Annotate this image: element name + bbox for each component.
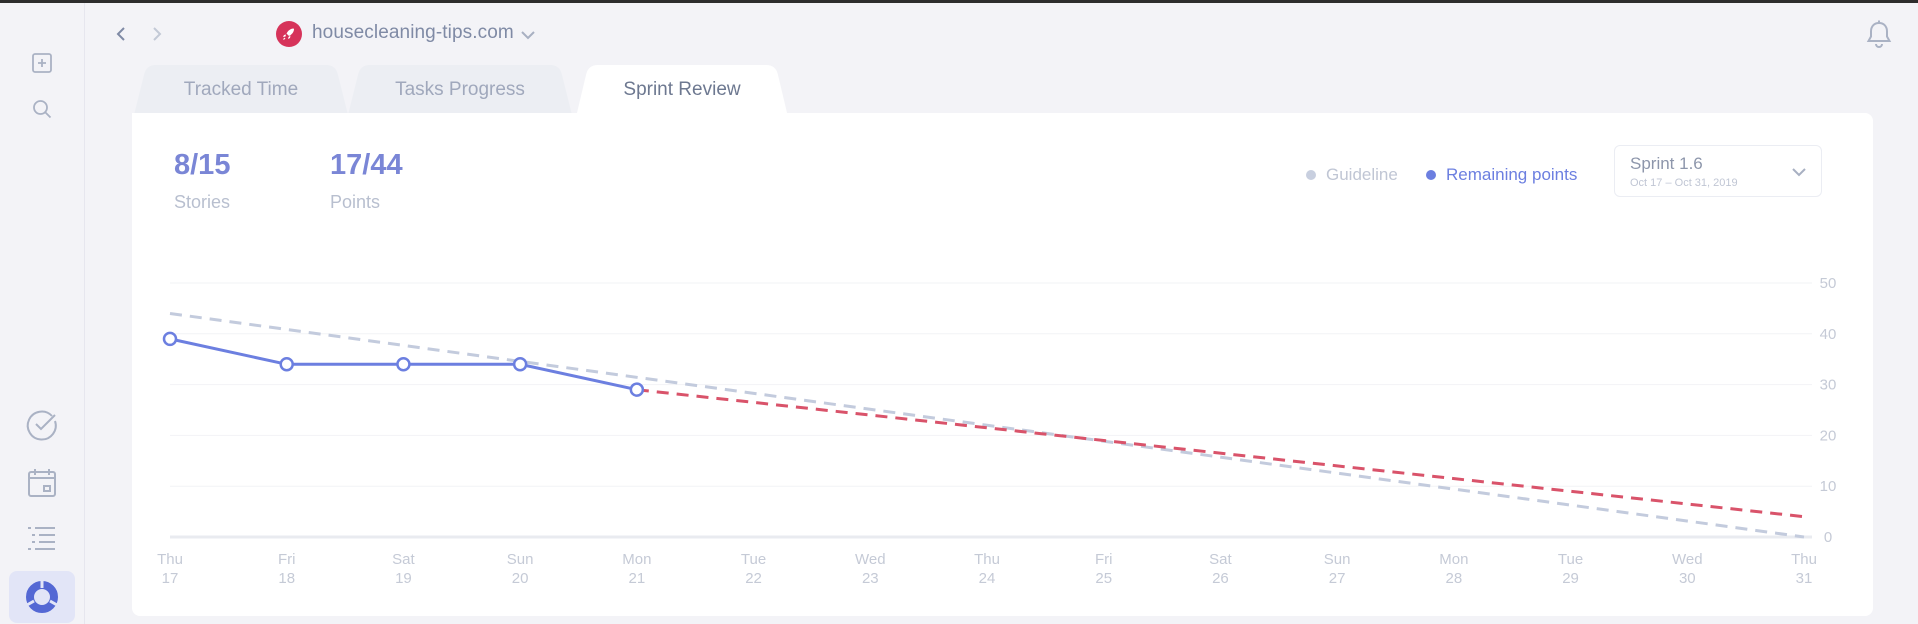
x-tick-date: 27: [1329, 570, 1346, 587]
legend-dot: [1426, 170, 1436, 180]
x-tick-date: 17: [162, 570, 179, 587]
stories-label: Stories: [174, 192, 231, 212]
x-tick-day: Fri: [1095, 551, 1113, 568]
guideline-series: [169, 311, 1805, 539]
y-tick-label: 20: [1820, 427, 1837, 444]
x-tick-day: Wed: [1672, 551, 1703, 568]
add-note-icon: [32, 53, 52, 73]
sprint-review-panel: 8/15 Stories 17/44 Points Guideline Rema…: [132, 113, 1873, 616]
stories-value: 8/15: [174, 149, 231, 181]
sprint-title: Sprint 1.6: [1630, 154, 1703, 173]
backlog-button[interactable]: [9, 513, 75, 565]
site-name[interactable]: housecleaning-tips.com: [312, 22, 514, 43]
tab-tasks-progress[interactable]: Tasks Progress: [348, 65, 572, 115]
x-tick-date: 23: [862, 570, 879, 587]
x-tick-day: Thu: [157, 551, 183, 568]
x-tick-date: 20: [512, 570, 529, 587]
sidebar: [0, 3, 85, 624]
calendar-icon: [28, 469, 56, 497]
rocket-icon: [283, 28, 294, 40]
forward-button[interactable]: [148, 23, 166, 45]
x-tick-day: Tue: [1558, 551, 1583, 568]
tab-label: Tasks Progress: [395, 79, 525, 100]
forecast-series: [636, 388, 1805, 519]
y-tick-label: 30: [1820, 377, 1837, 394]
chevron-down-icon: [1792, 168, 1806, 177]
legend-label: Guideline: [1326, 165, 1398, 184]
x-tick-day: Tue: [741, 551, 766, 568]
y-tick-label: 0: [1824, 529, 1832, 546]
legend-remaining-points: Remaining points: [1426, 165, 1577, 185]
data-point: [279, 357, 294, 372]
x-tick-day: Sun: [507, 551, 534, 568]
y-tick-label: 10: [1820, 478, 1837, 495]
x-tick-date: 24: [979, 570, 996, 587]
reports-button[interactable]: [9, 571, 75, 623]
legend-label: Remaining points: [1446, 165, 1578, 184]
bell-icon: [1866, 20, 1892, 48]
x-tick-day: Thu: [974, 551, 1000, 568]
sprint-chevron: [1791, 164, 1807, 182]
x-tick-date: 18: [278, 570, 295, 587]
legend-guideline: Guideline: [1306, 165, 1398, 185]
x-tick-date: 29: [1562, 570, 1579, 587]
x-tick-date: 19: [395, 570, 412, 587]
x-tick-day: Wed: [855, 551, 886, 568]
x-tick-day: Sat: [1209, 551, 1232, 568]
check-circle-icon: [26, 410, 57, 441]
x-tick-day: Mon: [622, 551, 651, 568]
x-tick-day: Mon: [1439, 551, 1468, 568]
sprint-date-range: Oct 17 – Oct 31, 2019: [1630, 177, 1738, 189]
y-tick-label: 40: [1820, 326, 1837, 343]
back-button[interactable]: [112, 23, 130, 45]
sprint-select[interactable]: Sprint 1.6 Oct 17 – Oct 31, 2019: [1614, 145, 1822, 197]
tasks-button[interactable]: [9, 399, 75, 451]
burndown-chart: 0 10 20 30 40 50 Thu 17 Fri 18 Sat 19 Sun 20 Mon 21 Tue 2…: [157, 275, 1837, 587]
x-tick-date: 21: [629, 570, 646, 587]
list-icon: [28, 527, 55, 550]
points-label: Points: [330, 192, 381, 212]
calendar-button[interactable]: [9, 457, 75, 509]
data-point: [629, 382, 645, 397]
add-note-button[interactable]: [9, 37, 75, 89]
site-logo: [276, 21, 302, 47]
chevron-right-icon: [153, 27, 162, 41]
x-tick-date: 31: [1796, 570, 1813, 587]
x-tick-date: 30: [1679, 570, 1696, 587]
x-tick-date: 22: [745, 570, 762, 587]
legend-dot: [1306, 170, 1316, 180]
chevron-down-icon: [521, 31, 535, 40]
x-tick-day: Sun: [1324, 551, 1351, 568]
points-value: 17/44: [330, 149, 403, 181]
data-point: [512, 357, 528, 372]
site-switcher-button[interactable]: [520, 27, 536, 45]
donut-chart-icon: [26, 581, 58, 613]
x-tick-date: 26: [1212, 570, 1229, 587]
tab-tracked-time[interactable]: Tracked Time: [134, 65, 348, 115]
x-tick-date: 25: [1095, 570, 1112, 587]
data-point: [162, 331, 178, 347]
tab-label: Sprint Review: [623, 79, 741, 100]
search-button[interactable]: [9, 83, 75, 135]
chevron-left-icon: [116, 27, 125, 41]
x-tick-day: Thu: [1791, 551, 1817, 568]
top-bar: housecleaning-tips.com: [86, 3, 1918, 65]
tab-sprint-review[interactable]: Sprint Review: [576, 65, 788, 117]
tab-label: Tracked Time: [183, 79, 299, 100]
y-tick-label: 50: [1820, 275, 1837, 292]
x-tick-day: Sat: [392, 551, 415, 568]
x-tick-day: Fri: [278, 551, 296, 568]
data-point: [396, 357, 411, 372]
search-icon: [33, 100, 52, 119]
notifications-button[interactable]: [1864, 19, 1894, 54]
x-tick-date: 28: [1446, 570, 1463, 587]
